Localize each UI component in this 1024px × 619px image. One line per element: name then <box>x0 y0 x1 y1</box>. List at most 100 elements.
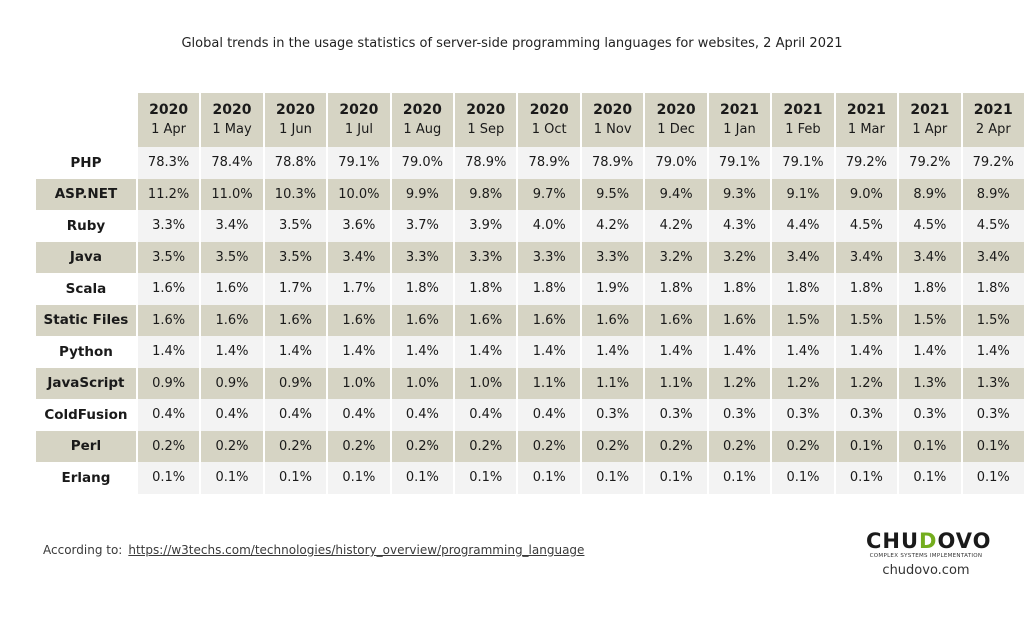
column-date: 1 Aug <box>403 122 442 137</box>
table-cell: 0.1% <box>960 462 1024 494</box>
table-cell: 79.2% <box>897 147 961 179</box>
table-cell: 3.5% <box>262 210 327 242</box>
table-cell: 1.9% <box>579 273 644 305</box>
table-cell: 1.8% <box>453 273 517 305</box>
row-label: PHP <box>70 154 102 171</box>
table-cell: 0.4% <box>262 399 327 431</box>
table-cell: 1.8% <box>770 273 834 305</box>
table-cell: 1.4% <box>389 336 454 368</box>
logo-tagline: COMPLEX SYSTEMS IMPLEMENTATION <box>869 553 983 559</box>
table-row: ColdFusion 0.4% 0.4% 0.4% 0.4% 0.4% 0.4% 0.4% 0.… <box>36 399 1024 431</box>
column-year: 2021 <box>973 102 1013 118</box>
column-year: 2020 <box>149 102 189 118</box>
column-header: 2020 1 May <box>199 93 263 147</box>
table-cell: 4.4% <box>770 210 834 242</box>
table-row: PHP 78.3% 78.4% 78.8% 79.1% 79.0% 78.9% 78.9% 78… <box>36 147 1024 179</box>
table-cell: 1.6% <box>262 304 327 336</box>
table-cell: 1.4% <box>833 336 898 368</box>
table-cell: 1.8% <box>516 273 580 305</box>
table-cell: 0.2% <box>326 430 390 462</box>
column-year: 2021 <box>783 102 823 118</box>
column-year: 2020 <box>339 102 379 118</box>
table-cell: 1.4% <box>516 336 580 368</box>
table-row: Erlang 0.1% 0.1% 0.1% 0.1% 0.1% 0.1% 0.1% 0.1% 0.… <box>36 462 1024 494</box>
column-date: 1 Jun <box>279 122 312 137</box>
table-cell: 3.5% <box>262 241 327 273</box>
column-header: 2020 1 Apr <box>135 93 200 147</box>
table-cell: 1.4% <box>199 336 263 368</box>
table-cell: 0.1% <box>706 462 771 494</box>
table-cell: 9.8% <box>453 178 517 210</box>
table-cell: 8.9% <box>960 178 1024 210</box>
column-date: 1 Mar <box>847 122 885 137</box>
table-cell: 0.2% <box>389 430 454 462</box>
table-cell: 0.1% <box>516 462 580 494</box>
table-cell: 0.4% <box>389 399 454 431</box>
table-cell: 9.5% <box>579 178 644 210</box>
table-cell: 0.3% <box>770 399 834 431</box>
table-cell: 0.9% <box>135 367 200 399</box>
usage-table: 2020 1 Apr 2020 1 May 2020 1 Jun 2020 1 Jul 2020… <box>36 93 1024 494</box>
table-cell: 1.8% <box>389 273 454 305</box>
table-cell: 0.4% <box>453 399 517 431</box>
table-cell: 0.4% <box>135 399 200 431</box>
table-cell: 1.8% <box>643 273 707 305</box>
table-cell: 1.3% <box>897 367 961 399</box>
table-cell: 1.0% <box>453 367 517 399</box>
table-cell: 1.4% <box>960 336 1024 368</box>
table-cell: 1.5% <box>833 304 898 336</box>
table-cell: 4.5% <box>897 210 961 242</box>
column-header: 2021 1 Feb <box>770 93 834 147</box>
table-cell: 1.6% <box>199 273 263 305</box>
table-cell: 1.4% <box>135 336 200 368</box>
table-cell: 4.0% <box>516 210 580 242</box>
table-cell: 1.7% <box>326 273 390 305</box>
table-cell: 10.3% <box>262 178 327 210</box>
table-cell: 1.6% <box>579 304 644 336</box>
column-header: 2021 1 Mar <box>833 93 898 147</box>
table-cell: 3.4% <box>199 210 263 242</box>
table-cell: 1.6% <box>643 304 707 336</box>
row-label: ASP.NET <box>36 178 136 210</box>
header-row: 2020 1 Apr 2020 1 May 2020 1 Jun 2020 1 Jul 2020… <box>36 93 1024 147</box>
table-cell: 1.0% <box>389 367 454 399</box>
table-row: Python 1.4% 1.4% 1.4% 1.4% 1.4% 1.4% 1.4% 1.4% 1.… <box>36 336 1024 368</box>
row-label: Static Files <box>36 304 136 336</box>
table-cell: 1.6% <box>326 304 390 336</box>
column-year: 2021 <box>846 102 886 118</box>
table-cell: 79.2% <box>833 147 898 179</box>
column-header: 2020 1 Nov <box>579 93 644 147</box>
table-body: PHP 78.3% 78.4% 78.8% 79.1% 79.0% 78.9% 78.9% 78… <box>36 147 1024 494</box>
column-header: 2021 1 Apr <box>897 93 961 147</box>
table-cell: 1.6% <box>706 304 771 336</box>
table-cell: 1.4% <box>897 336 961 368</box>
table-cell: 3.3% <box>453 241 517 273</box>
source-link[interactable]: https://w3techs.com/technologies/history… <box>128 543 585 557</box>
table-cell: 0.2% <box>579 430 644 462</box>
table-cell: 3.6% <box>326 210 390 242</box>
row-label: Ruby <box>66 217 106 234</box>
table-cell: 11.2% <box>135 178 200 210</box>
table-cell: 3.5% <box>135 241 200 273</box>
table-cell: 1.6% <box>453 304 517 336</box>
table-cell: 3.5% <box>199 241 263 273</box>
table-row: ASP.NET 11.2% 11.0% 10.3% 10.0% 9.9% 9.8% 9.7% 9… <box>36 178 1024 210</box>
row-label: Java <box>36 241 136 273</box>
table-row: Perl 0.2% 0.2% 0.2% 0.2% 0.2% 0.2% 0.2% 0.2% 0.2%… <box>36 430 1024 462</box>
table-cell: 1.4% <box>706 336 771 368</box>
table-cell: 11.0% <box>199 178 263 210</box>
table-cell: 1.4% <box>579 336 644 368</box>
table-cell: 0.2% <box>199 430 263 462</box>
table-cell: 3.4% <box>770 241 834 273</box>
table-cell: 0.4% <box>516 399 580 431</box>
table-cell: 0.1% <box>453 462 517 494</box>
table-cell: 0.2% <box>262 430 327 462</box>
table-cell: 8.9% <box>897 178 961 210</box>
table-cell: 1.3% <box>960 367 1024 399</box>
column-header: 2020 1 Oct <box>516 93 580 147</box>
table-cell: 1.2% <box>706 367 771 399</box>
table-cell: 79.1% <box>706 147 771 179</box>
table-cell: 3.4% <box>833 241 898 273</box>
table-cell: 0.2% <box>516 430 580 462</box>
table-cell: 0.2% <box>706 430 771 462</box>
